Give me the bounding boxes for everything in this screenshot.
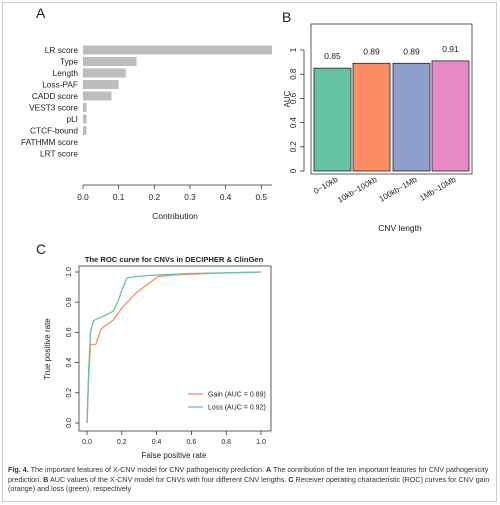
panel-a-bar xyxy=(83,91,112,101)
panel-b-bar xyxy=(431,60,470,172)
caption-ref-a: A xyxy=(265,465,272,474)
panel-c-x-tick-label: 0.8 xyxy=(221,439,231,446)
panel-c-legend-label: Loss (AUC = 0.92) xyxy=(208,405,266,412)
panel-b-bar xyxy=(313,67,352,172)
panel-b-value-label: 0.89 xyxy=(403,46,420,56)
panel-c-plot-box xyxy=(78,265,272,432)
panel-a-category-label: pLI xyxy=(66,114,78,124)
caption-ref-c: C xyxy=(288,474,294,484)
panel-b-category-label: 10kb~100kb xyxy=(336,175,379,205)
panel-a-category-label: Type xyxy=(60,57,78,67)
panel-label-c: C xyxy=(36,241,46,257)
panel-a-x-tick-label: 0.5 xyxy=(256,192,268,202)
panel-c-x-tick-label: 1.0 xyxy=(256,439,266,446)
panel-a-bar xyxy=(83,45,272,55)
panel-a-bar xyxy=(83,126,87,135)
panel-a-category-label: LRT score xyxy=(40,149,78,159)
panel-c-y-tick-label: 0.0 xyxy=(66,418,73,428)
panel-c-chart: The ROC curve for CNVs in DECIPHER & Cli… xyxy=(43,255,272,460)
panel-label-a: A xyxy=(36,5,46,21)
panel-b-y-tick-label: 0.8 xyxy=(289,68,298,80)
panel-a-x-tick-label: 0.2 xyxy=(149,192,161,202)
panel-a-category-label: CADD score xyxy=(32,91,78,101)
panel-a-category-label: LR score xyxy=(45,45,79,55)
panel-c-y-tick-label: 0.6 xyxy=(66,327,73,337)
panel-c-y-tick-label: 0.2 xyxy=(66,388,73,398)
caption-text-1: The important features of X-CNV model fo… xyxy=(28,465,266,474)
caption-text-4: Receiver operating characteristic (ROC) … xyxy=(8,474,490,494)
panel-c-x-tick-label: 0.2 xyxy=(117,439,127,446)
panel-c-roc-line-gain xyxy=(86,271,262,424)
panel-c-x-tick-label: 0.0 xyxy=(82,439,92,446)
caption-fig-label: Fig. 4. xyxy=(8,465,29,474)
panel-label-b: B xyxy=(282,9,291,25)
panel-a-bar xyxy=(83,103,87,112)
panel-c-y-tick-label: 1.0 xyxy=(66,267,73,277)
panel-c-title: The ROC curve for CNVs in DECIPHER & Cli… xyxy=(85,255,264,264)
panel-a-category-label: Loss-PAF xyxy=(42,80,78,90)
panel-b-y-tick-label: 0.4 xyxy=(289,116,298,128)
panel-b-value-label: 0.91 xyxy=(442,44,459,54)
panel-b-bar xyxy=(392,62,431,172)
panel-a-category-label: CTCF-bound xyxy=(30,126,78,136)
panel-b-value-label: 0.89 xyxy=(363,46,380,56)
caption-ref-b: B xyxy=(43,474,49,484)
panel-b-xlabel: CNV length xyxy=(378,223,422,233)
panel-a-category-label: FATHMM score xyxy=(21,137,78,147)
caption-text-3: AUC values of the X-CNV model for CNVs w… xyxy=(48,474,289,484)
panel-b-category-label: 1Mb~10Mb xyxy=(418,175,458,203)
panel-a-bar xyxy=(83,68,126,78)
panel-a-x-tick-label: 0.4 xyxy=(220,192,232,202)
caption-text-2: The contribution of the ten important fe… xyxy=(8,465,489,484)
panel-a-chart: Contribution LR scoreTypeLengthLoss-PAFC… xyxy=(21,45,272,221)
panel-b-y-tick-label: 1 xyxy=(289,47,298,52)
panel-c-x-tick-label: 0.4 xyxy=(152,439,162,446)
panel-b-y-tick-label: 0 xyxy=(289,168,298,173)
panel-b-plot-box xyxy=(310,23,473,175)
panel-a-bar xyxy=(83,114,87,124)
panel-c-ylabel: True positive rate xyxy=(43,318,52,380)
panel-a-x-tick-label: 0.1 xyxy=(113,192,125,202)
panel-b-y-tick-label: 0.6 xyxy=(289,92,298,104)
panel-b-category-label: 0~10kb xyxy=(312,175,340,196)
panel-c-xlabel: False positive rate xyxy=(142,451,207,460)
panel-b-value-label: 0.85 xyxy=(324,51,341,61)
panel-a-xlabel: Contribution xyxy=(152,211,198,221)
panel-a-x-tick-label: 0.0 xyxy=(77,192,89,202)
panel-a-x-tick-label: 0.3 xyxy=(184,192,196,202)
panel-a-bar xyxy=(83,80,119,89)
panel-b-bar xyxy=(352,62,391,172)
panel-a-category-label: VEST3 score xyxy=(29,103,78,113)
panel-c-y-tick-label: 0.4 xyxy=(66,358,73,368)
panel-b-chart: AUC CNV length 0.85 0~10kb 0.89 10kb~100kb 0… xyxy=(283,23,473,233)
panel-b-category-label: 100kb~1Mb xyxy=(378,175,419,204)
panel-b-y-tick-label: 0.2 xyxy=(289,141,298,153)
figure-caption: Fig. 4. The important features of X-CNV … xyxy=(8,465,492,494)
panel-a-category-label: Length xyxy=(53,68,79,78)
panel-c-roc-line-loss xyxy=(86,271,262,424)
panel-c-x-tick-label: 0.6 xyxy=(187,439,197,446)
panel-c-y-tick-label: 0.8 xyxy=(66,297,73,307)
panel-a-bar xyxy=(83,57,137,66)
panel-c-legend-label: Gain (AUC = 0.89) xyxy=(208,392,266,399)
panel-b-ylabel: AUC xyxy=(283,90,292,107)
